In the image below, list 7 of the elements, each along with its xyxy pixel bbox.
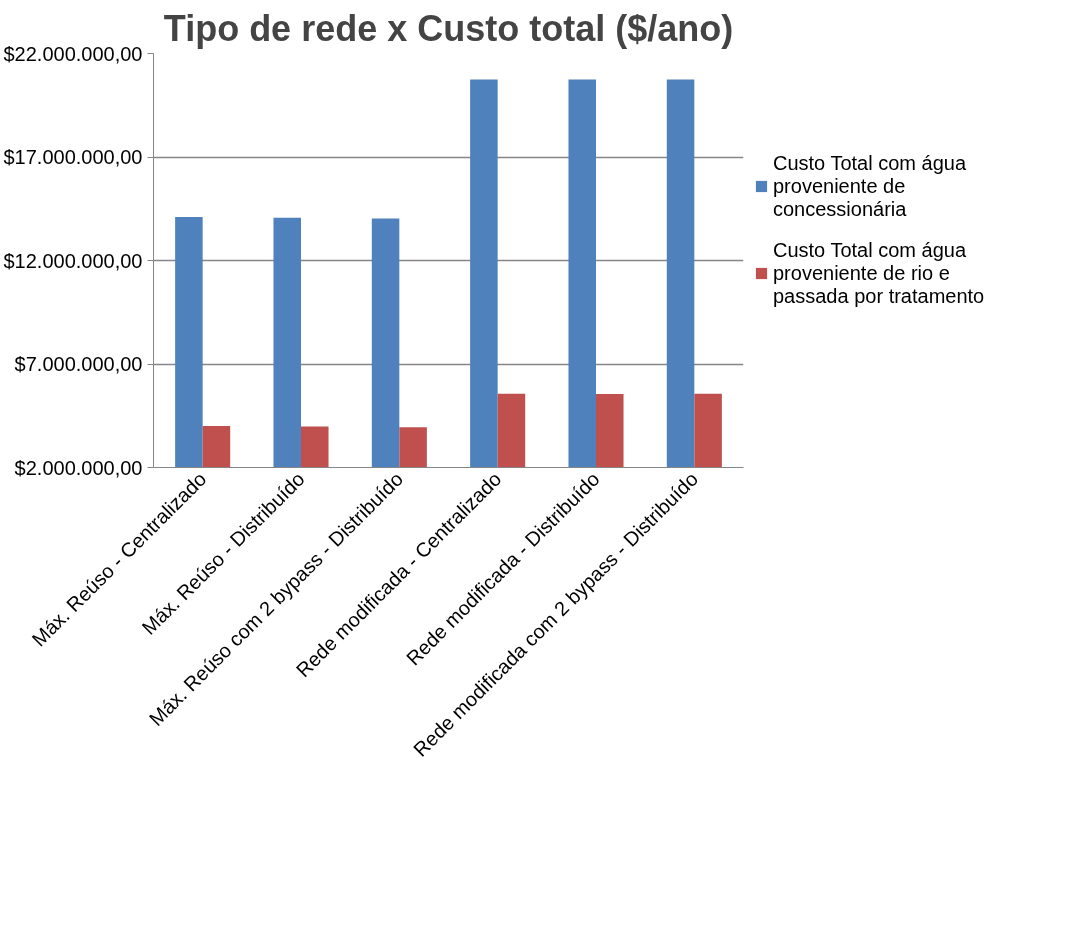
legend-label: Custo Total com água proveniente de concessionária	[773, 151, 967, 221]
chart-title: Tipo de rede x Custo total ($/ano)	[163, 7, 734, 49]
y-tick-label: $7.000.000,00	[14, 353, 143, 375]
y-tick-label: $17.000.000,00	[3, 146, 143, 168]
legend-label: Custo Total com água proveniente de rio e passada por tratamento	[773, 238, 985, 308]
y-tick-label: $12.000.000,00	[3, 249, 143, 272]
y-tick-label: $22.000.000,00	[3, 42, 143, 65]
